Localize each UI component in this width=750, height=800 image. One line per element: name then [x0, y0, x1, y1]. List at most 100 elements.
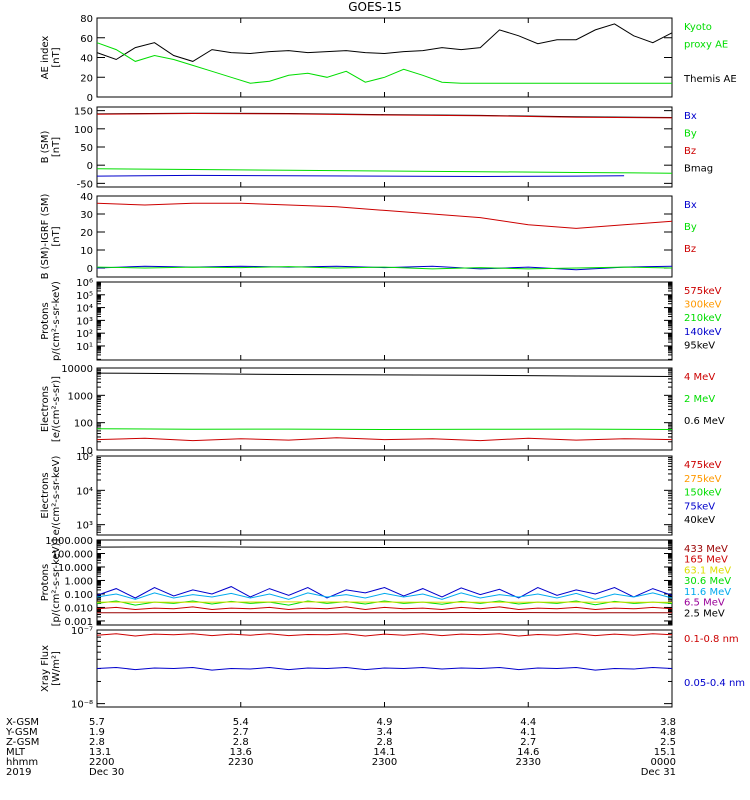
y-tick-label: 0 [87, 93, 93, 104]
y-tick-label: 150 [74, 107, 93, 118]
ephemeris-value: 2.8 [89, 737, 105, 748]
series-line-2 [96, 592, 673, 600]
y-tick-label: 10² [76, 329, 93, 340]
ephemeris-value: 13.1 [89, 747, 111, 758]
legend-entry: 165 MeV [684, 555, 728, 566]
y-axis-label-line2: [W/m²] [51, 651, 62, 686]
series-line-1 [96, 428, 673, 431]
y-axis-label-line1: Protons [40, 302, 51, 339]
y-axis-label-line2: [nT] [51, 226, 62, 246]
y-tick-label: 40 [80, 192, 93, 203]
ephemeris-row-label: X-GSM [6, 717, 39, 728]
legend-entry: 2 MeV [684, 394, 715, 405]
y-axis-label: B (SM)-IGRF (SM) [nT] [40, 194, 62, 280]
y-tick-label: 10000 [61, 364, 93, 375]
y-tick-label: 1000 [68, 391, 93, 402]
y-tick-label: 50 [80, 143, 93, 154]
legend-entry: 0.1-0.8 nm [684, 634, 739, 645]
ephemeris-value: 14.1 [373, 747, 395, 758]
legend-entry: Bz [684, 146, 696, 157]
legend-entry: 75keV [684, 501, 715, 512]
legend-entry: Themis AE [683, 74, 737, 85]
series-line-0 [96, 546, 673, 549]
y-tick-label: 10³ [76, 521, 93, 532]
legend-entry: 140keV [684, 327, 722, 338]
series-line-3 [96, 600, 673, 606]
series-line-0 [96, 372, 673, 377]
panel-frame [96, 367, 673, 451]
y-tick-label: 1000.000 [45, 536, 93, 547]
y-axis-label-line1: Electrons [40, 386, 51, 432]
legend-entry: Bx [684, 200, 697, 211]
ephemeris-value: 13.6 [230, 747, 252, 758]
legend-entry: Bz [684, 244, 696, 255]
y-tick-label: 0.100 [64, 590, 93, 601]
y-tick-label: 20 [80, 228, 93, 239]
y-tick-label: 10³ [76, 316, 93, 327]
y-tick-label: 10¹ [76, 342, 93, 353]
y-tick-label: 10⁻⁸ [71, 700, 93, 711]
legend-entry: 63.1 MeV [684, 565, 731, 576]
legend-entry: 433 MeV [684, 544, 728, 555]
legend-entry: By [684, 222, 697, 233]
panel-bigrf: 0 10 20 30 40 B (SM)-IGRF (SM) [nT] Bx By Bz [40, 192, 697, 279]
y-axis-label: Electrons [e/(cm²-s-sr)] [40, 376, 62, 442]
y-tick-label: 0.010 [64, 603, 93, 614]
y-axis-label-line2: p/(cm²-s-sr-keV) [51, 281, 62, 361]
y-tick-label: 40 [80, 54, 93, 65]
y-tick-label: 30 [80, 210, 93, 221]
legend-entry: 30.6 MeV [684, 576, 731, 587]
y-tick-label: 10⁻⁷ [71, 626, 93, 637]
y-axis-label-line1: Protons [40, 564, 51, 601]
series-line-0 [96, 633, 673, 637]
y-tick-label: 10⁴ [76, 304, 93, 315]
y-tick-label: 80 [80, 14, 93, 25]
panel-electrons2: 10³ 10⁴ 10⁵ Electrons e/(cm²-s-sr-keV) 475keV… [40, 452, 722, 536]
legend-entry: 575keV [684, 286, 722, 297]
y-tick-label: -50 [77, 179, 93, 190]
ephemeris-value: 2.7 [520, 737, 536, 748]
panel-bsm: -50 0 50 100 150 B (SM) [nT] Bx By Bz Bmag [40, 106, 713, 190]
chart-title: GOES-15 [348, 0, 402, 14]
y-axis-label: Electrons e/(cm²-s-sr-keV) [40, 456, 62, 536]
ephemeris-value: 4.1 [520, 727, 536, 738]
series-line-3 [96, 174, 625, 178]
y-tick-label: 10⁵ [76, 452, 93, 463]
panel-ae: 0 20 40 60 80 AE index [nT] Kyoto proxy AE Themis… [40, 14, 737, 104]
series-line-0 [96, 202, 673, 229]
series-line-2 [96, 168, 673, 174]
panel-frame [96, 455, 673, 536]
series-line-2 [96, 437, 673, 442]
y-axis-label-line2: [p/(cm²-s-sr-keV)] [51, 539, 62, 627]
ephemeris-value: 0000 [651, 757, 676, 768]
ephemeris-row-label: hhmm [6, 757, 38, 768]
y-axis-label: AE index [nT] [40, 36, 62, 80]
legend-entry: 0.05-0.4 nm [684, 678, 745, 689]
ephemeris-value: 2.8 [233, 737, 249, 748]
ephemeris-table: X-GSMY-GSMZ-GSMMLThhmm20195.71.92.813.12… [5, 717, 676, 778]
ephemeris-value: 2.7 [233, 727, 249, 738]
legend-entry: 0.6 MeV [684, 416, 725, 427]
y-axis-label-line1: B (SM) [40, 130, 51, 163]
legend-entry: 150keV [684, 488, 722, 499]
panel-frame [96, 195, 673, 278]
y-tick-label: 60 [80, 34, 93, 45]
series-line-0 [96, 23, 673, 62]
y-tick-label: 10⁶ [76, 278, 93, 289]
y-tick-label: 100.000 [52, 549, 93, 560]
y-axis-label: Protons [p/(cm²-s-sr-keV)] [40, 539, 62, 627]
y-tick-label: 0.001 [64, 617, 93, 628]
ephemeris-value: 3.4 [377, 727, 393, 738]
y-axis-label: Protons p/(cm²-s-sr-keV) [40, 281, 62, 361]
ephemeris-value: 4.9 [377, 717, 393, 728]
legend-entry: 2.5 MeV [684, 608, 725, 619]
legend-entry: proxy AE [684, 39, 728, 50]
y-axis-label-line1: AE index [40, 36, 51, 80]
legend-entry: 275keV [684, 474, 722, 485]
y-tick-label: 10.000 [58, 563, 93, 574]
y-axis-label-line1: B (SM)-IGRF (SM) [40, 194, 51, 280]
legend-entry: 475keV [684, 460, 722, 471]
y-tick-label: 1.000 [64, 576, 93, 587]
